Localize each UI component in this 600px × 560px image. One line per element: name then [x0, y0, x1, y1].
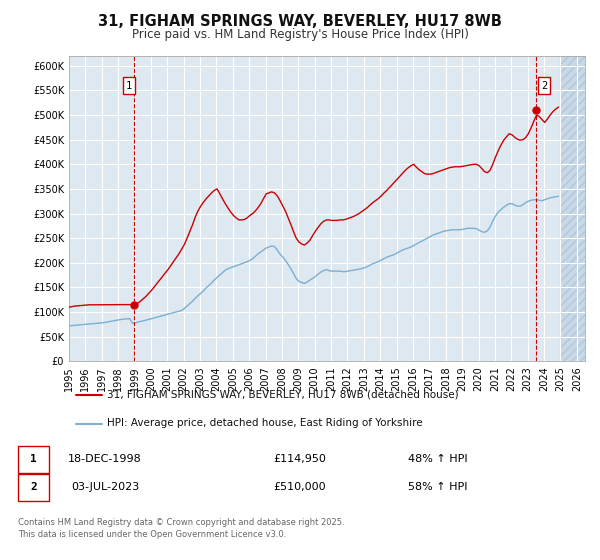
- Text: HPI: Average price, detached house, East Riding of Yorkshire: HPI: Average price, detached house, East…: [107, 418, 423, 428]
- Text: £510,000: £510,000: [274, 482, 326, 492]
- Text: £114,950: £114,950: [274, 454, 326, 464]
- Text: 31, FIGHAM SPRINGS WAY, BEVERLEY, HU17 8WB (detached house): 31, FIGHAM SPRINGS WAY, BEVERLEY, HU17 8…: [107, 390, 459, 399]
- Text: 2: 2: [30, 482, 37, 492]
- Text: Contains HM Land Registry data © Crown copyright and database right 2025.
This d: Contains HM Land Registry data © Crown c…: [18, 518, 344, 539]
- Text: 48% ↑ HPI: 48% ↑ HPI: [408, 454, 468, 464]
- Text: 1: 1: [126, 81, 132, 91]
- Text: 03-JUL-2023: 03-JUL-2023: [71, 482, 139, 492]
- Bar: [560, 56, 585, 361]
- Text: Price paid vs. HM Land Registry's House Price Index (HPI): Price paid vs. HM Land Registry's House …: [131, 28, 469, 41]
- Text: 2: 2: [541, 81, 547, 91]
- Text: 31, FIGHAM SPRINGS WAY, BEVERLEY, HU17 8WB: 31, FIGHAM SPRINGS WAY, BEVERLEY, HU17 8…: [98, 14, 502, 29]
- Text: 1: 1: [30, 454, 37, 464]
- Text: 58% ↑ HPI: 58% ↑ HPI: [408, 482, 468, 492]
- Text: 18-DEC-1998: 18-DEC-1998: [68, 454, 142, 464]
